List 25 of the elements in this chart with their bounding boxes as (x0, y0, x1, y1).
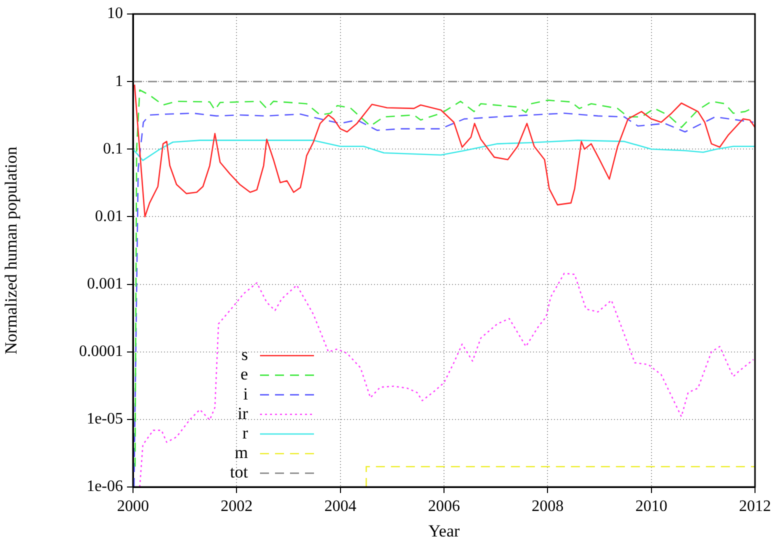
y-tick-label: 1e-05 (86, 410, 123, 428)
y-tick-label: 0.01 (95, 208, 123, 225)
x-tick-label: 2006 (428, 498, 460, 515)
y-axis-title: Normalized human population (2, 146, 21, 354)
x-tick-label: 2004 (324, 498, 356, 515)
y-tick-label: 10 (107, 5, 123, 22)
line-series (139, 272, 754, 487)
y-tick-label: 1e-06 (86, 478, 123, 496)
x-tick-label: 2002 (220, 498, 253, 515)
y-tick-label: 0.001 (87, 275, 123, 292)
y-tick-label: 0.0001 (79, 343, 123, 360)
x-tick-label: 2012 (739, 498, 771, 515)
x-tick-label: 2000 (117, 498, 149, 515)
legend-label: s (241, 345, 248, 364)
legend-label: e (240, 364, 248, 384)
legend-label: ir (238, 404, 248, 423)
x-tick-label: 2008 (532, 498, 564, 515)
legend-label: r (242, 423, 248, 442)
y-tick-label: 1 (115, 72, 123, 90)
y-tick-label: 0.1 (103, 140, 123, 158)
x-tick-label: 2010 (635, 498, 668, 515)
legend-label: i (243, 384, 248, 404)
legend-label: m (234, 443, 248, 462)
x-axis-title: Year (428, 521, 460, 540)
legend-label: tot (230, 462, 248, 482)
